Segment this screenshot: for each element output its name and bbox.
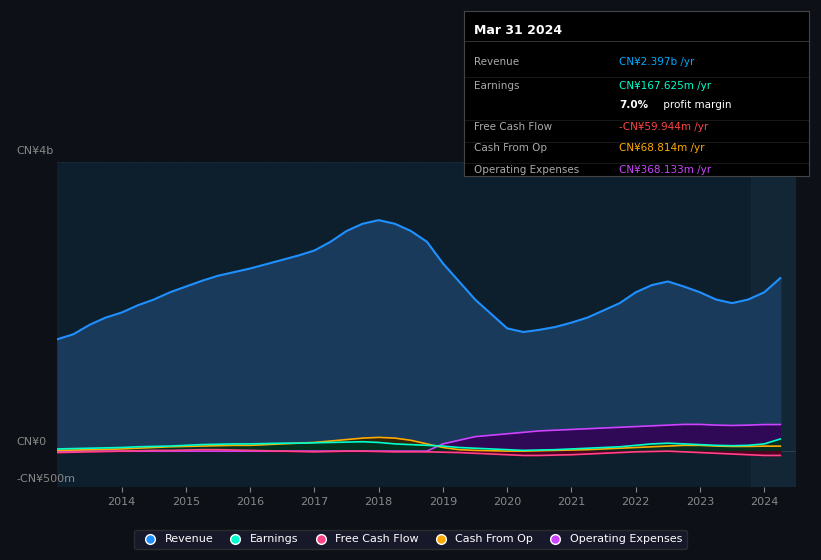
Text: Earnings: Earnings: [475, 81, 520, 91]
Bar: [751, 162, 796, 487]
Legend: Revenue, Earnings, Free Cash Flow, Cash From Op, Operating Expenses: Revenue, Earnings, Free Cash Flow, Cash …: [135, 530, 686, 549]
Text: 7.0%: 7.0%: [619, 100, 648, 110]
Text: -CN¥500m: -CN¥500m: [16, 474, 76, 484]
Text: CN¥2.397b /yr: CN¥2.397b /yr: [619, 58, 695, 67]
Text: CN¥4b: CN¥4b: [16, 146, 53, 156]
Text: Operating Expenses: Operating Expenses: [475, 165, 580, 175]
Text: Revenue: Revenue: [475, 58, 520, 67]
Text: profit margin: profit margin: [660, 100, 732, 110]
Text: CN¥0: CN¥0: [16, 437, 47, 447]
Text: CN¥167.625m /yr: CN¥167.625m /yr: [619, 81, 711, 91]
Text: Mar 31 2024: Mar 31 2024: [475, 25, 562, 38]
Text: -CN¥59.944m /yr: -CN¥59.944m /yr: [619, 122, 709, 132]
Text: CN¥68.814m /yr: CN¥68.814m /yr: [619, 143, 704, 153]
Text: Cash From Op: Cash From Op: [475, 143, 548, 153]
Text: CN¥368.133m /yr: CN¥368.133m /yr: [619, 165, 711, 175]
Text: Free Cash Flow: Free Cash Flow: [475, 122, 553, 132]
